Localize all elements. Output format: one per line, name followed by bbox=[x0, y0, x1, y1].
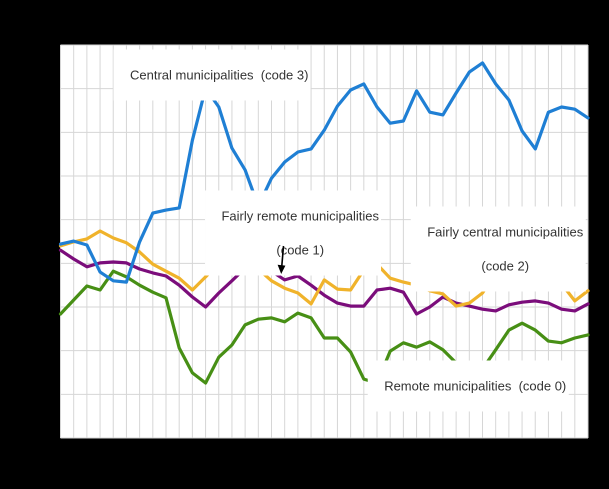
series-line-code0 bbox=[58, 269, 590, 385]
annotation-label-code1: Fairly remote municipalities (code 1) bbox=[205, 190, 381, 276]
annotation-text: Remote municipalities (code 0) bbox=[384, 378, 567, 394]
annotation-text: Central municipalities (code 3) bbox=[129, 67, 309, 83]
annotation-text: (code 2) bbox=[481, 258, 530, 274]
series-line-code1 bbox=[58, 248, 590, 316]
series-line-code3 bbox=[58, 61, 590, 284]
annotation-text: Fairly remote municipalities bbox=[221, 208, 379, 224]
annotation-label-code3: Central municipalities (code 3) bbox=[113, 49, 311, 101]
annotation-text: (code 1) bbox=[276, 242, 325, 258]
annotation-label-code2: Fairly central municipalities (code 2) bbox=[410, 206, 586, 292]
annotation-label-code0: Remote municipalities (code 0) bbox=[367, 360, 569, 412]
annotation-text: Fairly central municipalities bbox=[427, 224, 584, 240]
